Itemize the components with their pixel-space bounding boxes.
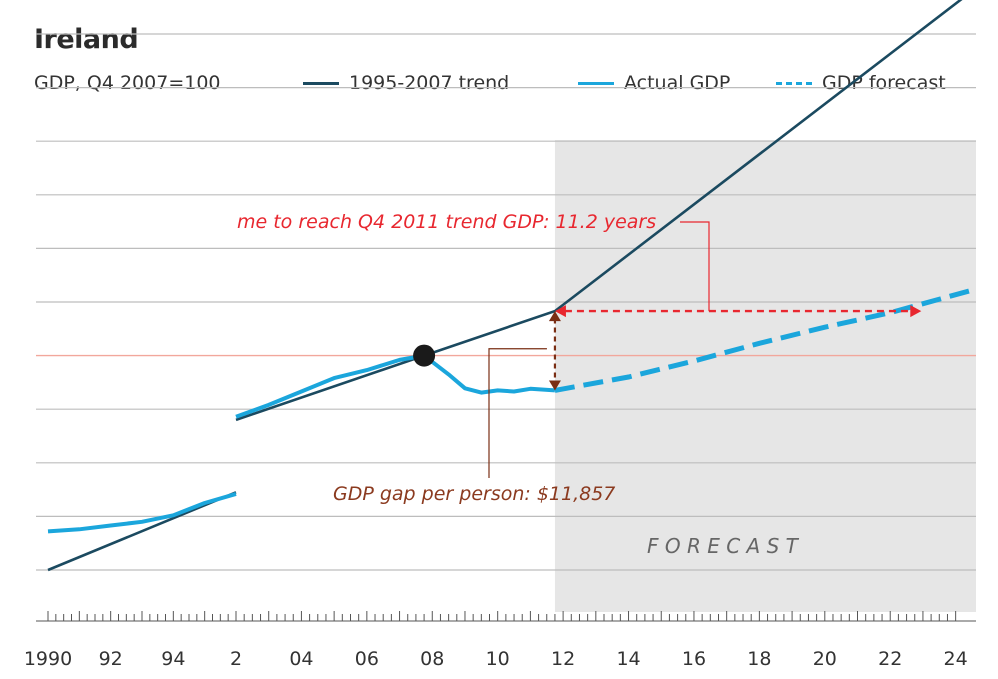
gdp-gap-arrowhead-bottom bbox=[548, 380, 561, 391]
legend-swatch-actual bbox=[578, 81, 614, 85]
x-tick-label: 22 bbox=[878, 648, 902, 670]
x-tick-label: 12 bbox=[551, 648, 575, 670]
x-tick-label: 08 bbox=[420, 648, 444, 670]
x-tick-label: 14 bbox=[616, 648, 640, 670]
x-tick-label: 16 bbox=[682, 648, 706, 670]
x-tick-label: 1990 bbox=[24, 648, 72, 670]
time-to-trend-leader bbox=[680, 221, 710, 312]
x-tick-label: 04 bbox=[289, 648, 313, 670]
forecast-label: F O R E C A S T bbox=[647, 534, 800, 558]
time-to-trend-annotation: me to reach Q4 2011 trend GDP: 11.2 year… bbox=[237, 211, 656, 233]
chart-title: Ireland bbox=[34, 24, 139, 55]
x-tick-label: 24 bbox=[944, 648, 968, 670]
gdp-gap-annotation: GDP gap per person: $11,857 bbox=[333, 483, 615, 505]
x-tick-label: 06 bbox=[355, 648, 379, 670]
legend-swatch-forecast bbox=[776, 81, 812, 85]
x-tick-label: 92 bbox=[99, 648, 123, 670]
legend-label-forecast: GDP forecast bbox=[822, 72, 946, 94]
x-tick-label: 94 bbox=[161, 648, 185, 670]
trend-line bbox=[47, 0, 963, 572]
legend-item-forecast: GDP forecast bbox=[776, 72, 946, 94]
q4-2007-marker bbox=[413, 344, 436, 367]
legend-swatch-trend bbox=[303, 81, 339, 85]
legend-label-trend: 1995-2007 trend bbox=[349, 72, 510, 94]
x-tick-label: 10 bbox=[486, 648, 510, 670]
time-arrowhead-right bbox=[910, 305, 922, 318]
gdp-gap-arrowhead-top bbox=[548, 311, 561, 322]
gdp-forecast-line bbox=[554, 287, 973, 393]
time-arrowhead-left bbox=[554, 305, 566, 318]
x-tick-label: 20 bbox=[813, 648, 837, 670]
x-tick-label: 2 bbox=[230, 648, 242, 670]
chart-subtitle: GDP, Q4 2007=100 bbox=[34, 72, 221, 94]
gdp-gap-leader bbox=[488, 348, 547, 478]
legend-item-trend: 1995-2007 trend bbox=[303, 72, 509, 94]
legend-label-actual: Actual GDP bbox=[624, 72, 731, 94]
legend-item-actual: Actual GDP bbox=[578, 72, 730, 94]
x-tick-label: 18 bbox=[747, 648, 771, 670]
actual-gdp-line bbox=[47, 353, 556, 534]
